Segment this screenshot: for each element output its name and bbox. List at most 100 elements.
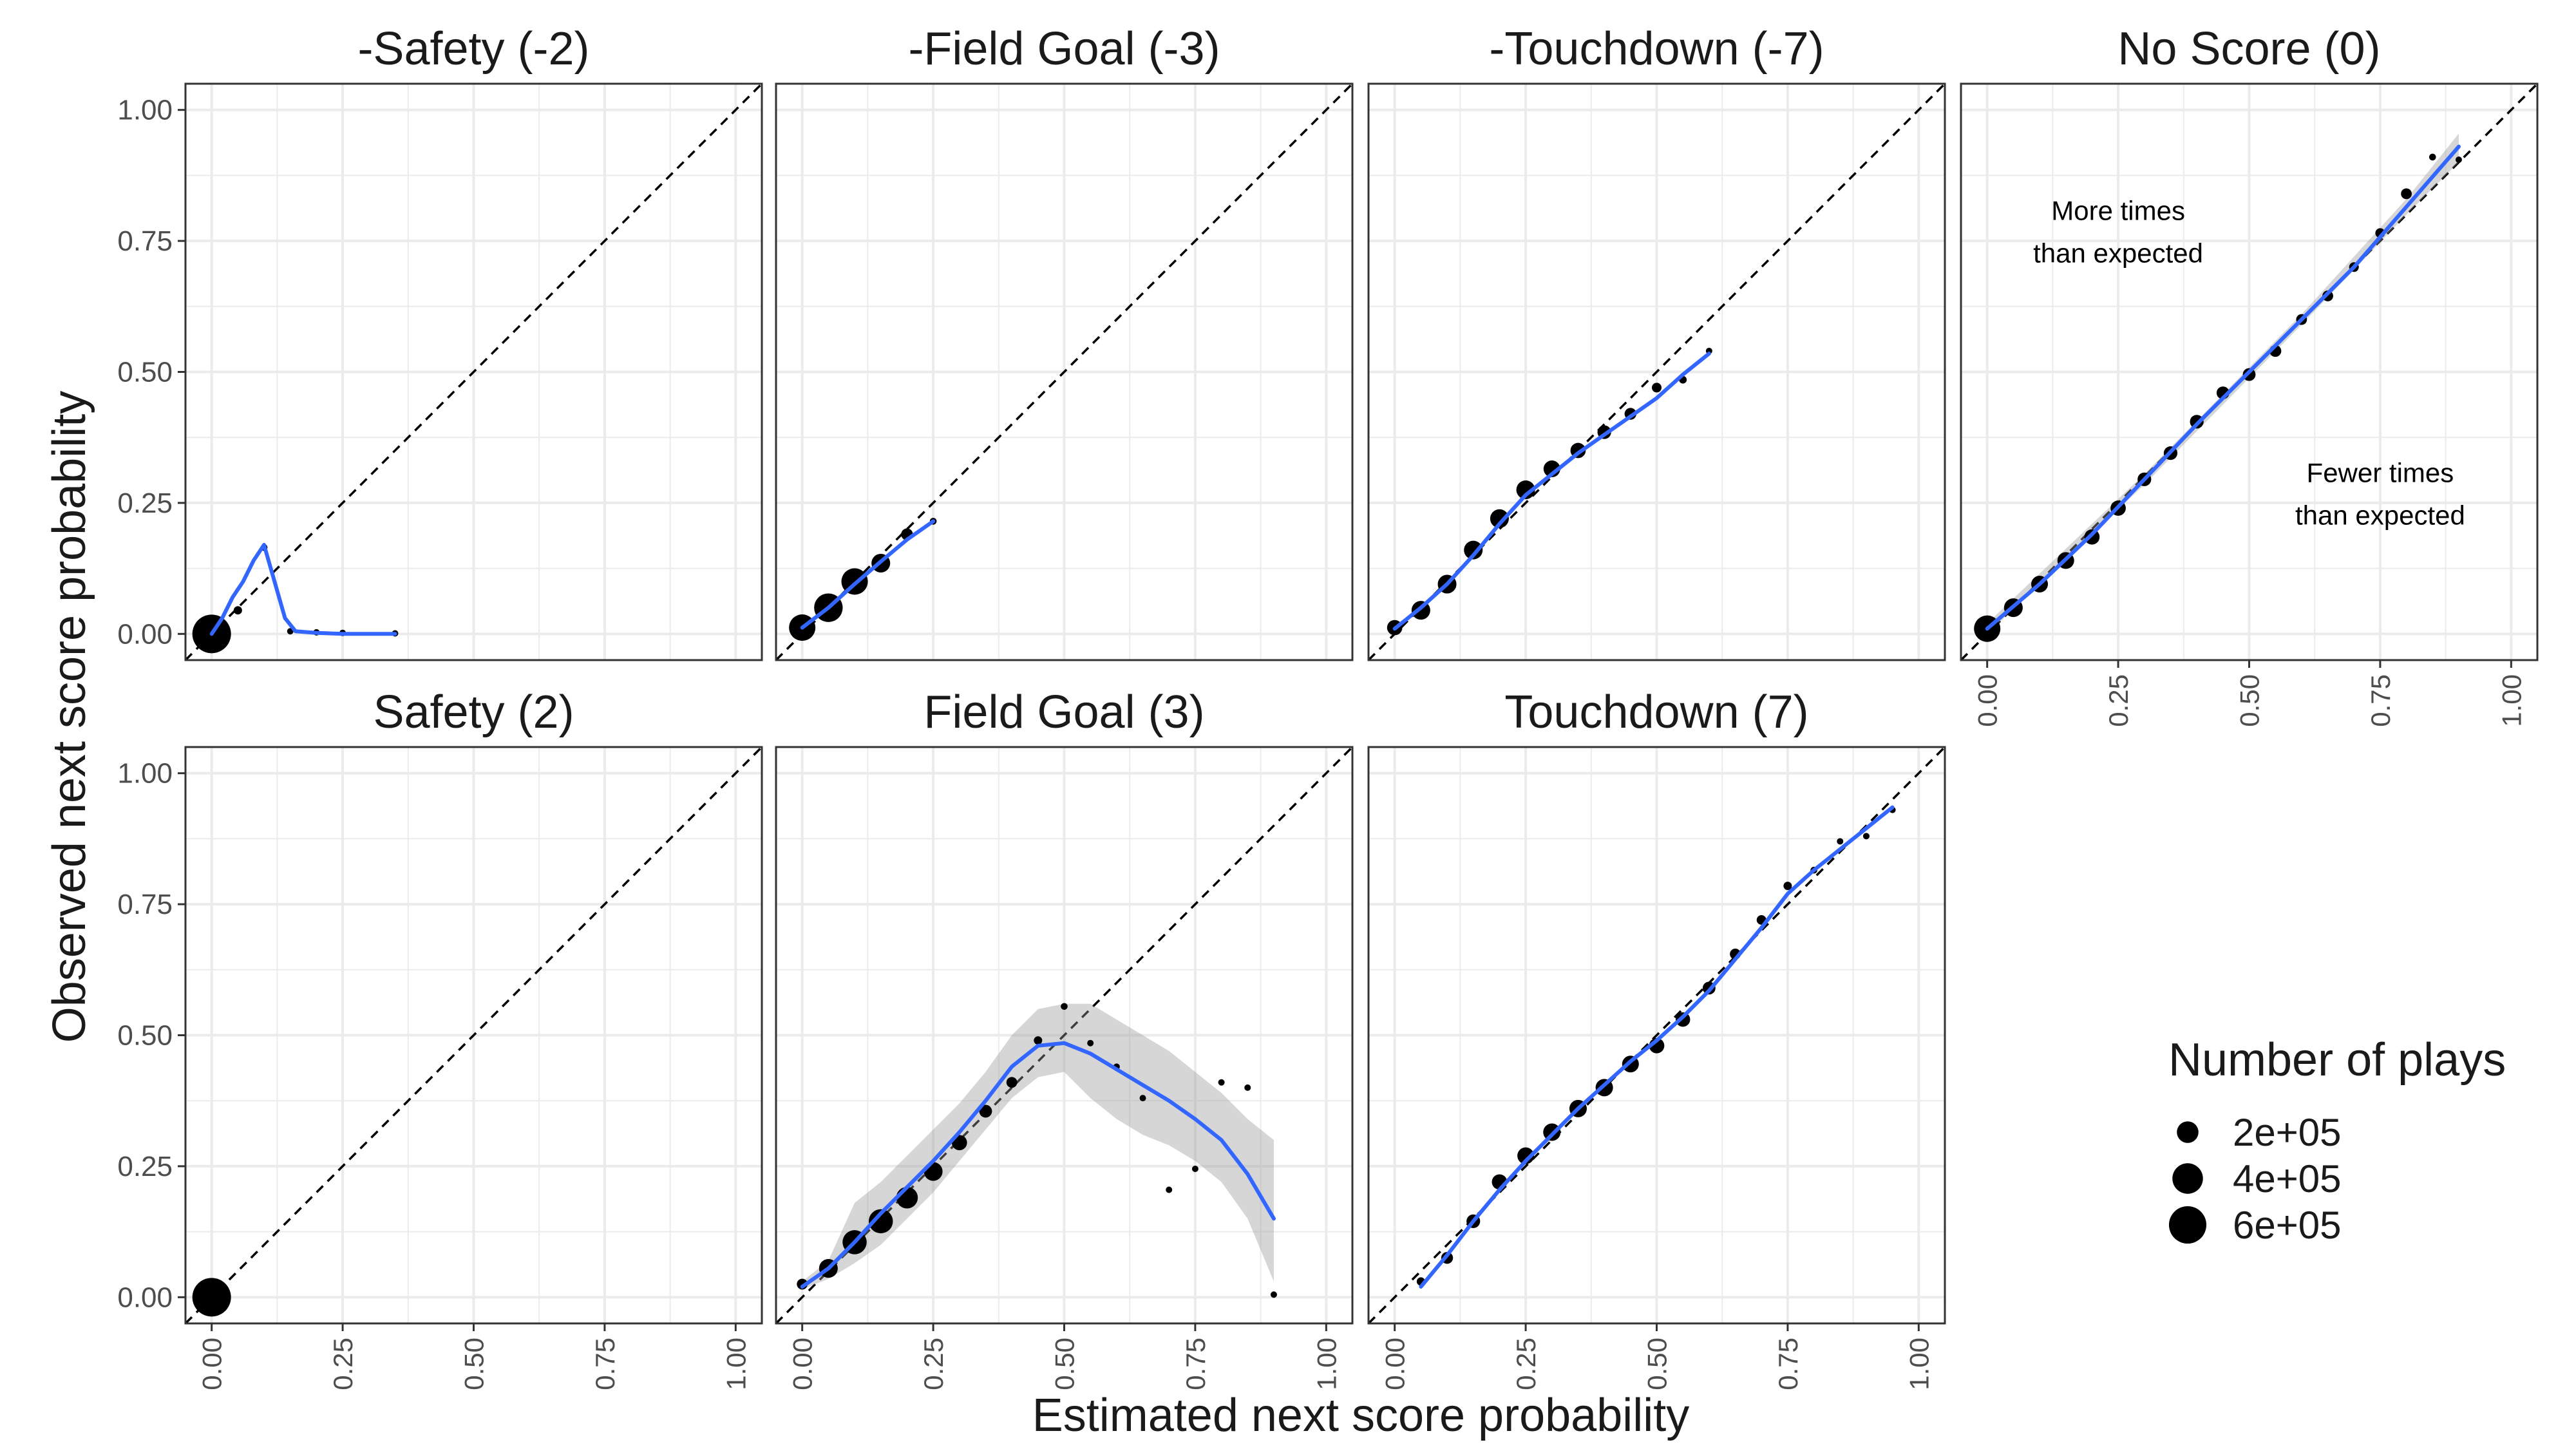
- annotation-line: Fewer times: [2307, 457, 2454, 488]
- y-tick-label: 0.00: [117, 1282, 173, 1313]
- facet-panel: -Touchdown (-7): [1367, 23, 1946, 661]
- data-point: [2429, 153, 2436, 161]
- identity-line: [1368, 747, 1945, 1323]
- annotation-fewer-times: Fewer times than expected: [2295, 457, 2465, 530]
- data-point: [1862, 833, 1870, 840]
- data-point: [1034, 1036, 1043, 1045]
- data-point: [1516, 480, 1535, 500]
- data-point: [1218, 1079, 1225, 1086]
- x-tick-label: 0.25: [1511, 1338, 1541, 1390]
- data-point: [192, 1278, 231, 1317]
- panel-plot-area: [1961, 84, 2537, 660]
- smooth-line: [1419, 805, 1895, 1289]
- y-tick-label: 0.75: [117, 889, 173, 920]
- smooth-line: [800, 519, 936, 630]
- annotation-line: More times: [2051, 196, 2185, 226]
- x-axis-ticks: 0.00 0.25 0.50 0.75 1.00: [788, 1323, 1341, 1390]
- x-tick-label: 0.50: [459, 1338, 489, 1390]
- facet-panel: Field Goal (3) 0.00 0.25 0.50 0.75 1.00: [775, 687, 1354, 1390]
- smooth-line: [1985, 144, 2461, 631]
- data-point: [1061, 1003, 1068, 1010]
- identity-line: [776, 84, 1352, 660]
- data-point: [1783, 882, 1792, 891]
- smooth-line: [209, 543, 397, 636]
- panel-grid: [1368, 84, 1945, 660]
- panel-title: -Field Goal (-3): [908, 23, 1220, 75]
- x-axis-ticks: 0.00 0.25 0.50 0.75 1.00: [197, 1323, 751, 1390]
- data-point: [896, 1186, 918, 1209]
- x-tick-label: 1.00: [1311, 1338, 1341, 1390]
- data-point: [1166, 1186, 1173, 1193]
- x-tick-label: 0.75: [2365, 674, 2396, 727]
- panel-border: [1367, 82, 1946, 661]
- panel-grid: [776, 747, 1352, 1323]
- y-tick-label: 0.50: [117, 1020, 173, 1052]
- panel-plot-area: [185, 747, 762, 1323]
- x-tick-label: 0.25: [2103, 674, 2134, 727]
- data-point: [1490, 509, 1509, 528]
- y-tick-label: 0.25: [117, 1151, 173, 1182]
- x-tick-label: 0.75: [1773, 1338, 1803, 1390]
- panel-title: -Touchdown (-7): [1489, 23, 1824, 75]
- panel-title: No Score (0): [2117, 23, 2380, 75]
- x-tick-label: 0.25: [328, 1338, 358, 1390]
- data-point: [2401, 188, 2412, 200]
- facet-panel: Touchdown (7) 0.00 0.25 0.50 0.75 1.00: [1367, 687, 1946, 1390]
- x-tick-label: 0.25: [918, 1338, 949, 1390]
- panel-grid: [1961, 84, 2537, 660]
- data-point: [1139, 1095, 1146, 1102]
- x-tick-label: 0.00: [788, 1338, 818, 1390]
- facet-panel: -Field Goal (-3): [775, 23, 1354, 661]
- y-tick-label: 0.75: [117, 225, 173, 257]
- data-point: [1837, 838, 1844, 845]
- y-tick-label: 0.50: [117, 357, 173, 388]
- identity-line: [185, 84, 762, 660]
- facet-panel: No Score (0) 0.00 0.25 0.50 0.75 1.00 More tim…: [1960, 23, 2539, 727]
- data-point: [979, 1104, 992, 1118]
- data-point: [1006, 1077, 1018, 1088]
- panel-grid: [1368, 747, 1945, 1323]
- identity-line: [185, 747, 762, 1323]
- panel-plot-area: [776, 747, 1352, 1323]
- data-point: [1191, 1165, 1198, 1172]
- x-axis-ticks: 0.00 0.25 0.50 0.75 1.00: [1380, 1323, 1934, 1390]
- data-points: [192, 1278, 231, 1317]
- legend-title: Number of plays: [2168, 1034, 2506, 1086]
- annotation-more-times: More times than expected: [2033, 196, 2203, 269]
- annotation-line: than expected: [2295, 500, 2465, 530]
- data-point: [1087, 1039, 1094, 1046]
- legend-key-point: [2172, 1163, 2203, 1194]
- panel-plot-area: [776, 84, 1352, 660]
- panel-plot-area: [185, 84, 762, 660]
- x-tick-label: 0.50: [2235, 674, 2265, 727]
- panel-border: [775, 82, 1354, 661]
- panel-title: Touchdown (7): [1504, 687, 1808, 738]
- y-tick-label: 1.00: [117, 95, 173, 126]
- panel-title: Field Goal (3): [923, 687, 1204, 738]
- annotation-line: than expected: [2033, 238, 2203, 269]
- data-point: [1517, 1147, 1535, 1164]
- panel-grid: [185, 84, 762, 660]
- x-tick-label: 1.00: [2496, 674, 2526, 727]
- panel-grid: [185, 747, 762, 1323]
- facet-panel: Safety (2)0.000.250.500.751.000.00 0.25 0.…: [117, 687, 763, 1390]
- x-axis-ticks: 0.00 0.25 0.50 0.75 1.00: [1973, 660, 2526, 727]
- identity-line: [1368, 84, 1945, 660]
- x-tick-label: 0.00: [1380, 1338, 1410, 1390]
- y-axis-ticks: 0.00 0.25 0.50 0.75 1.00: [117, 758, 185, 1313]
- legend-key-label: 2e+05: [2233, 1111, 2342, 1154]
- legend-key-point: [2177, 1121, 2199, 1143]
- data-point: [2455, 156, 2462, 163]
- legend-key-label: 4e+05: [2233, 1157, 2342, 1200]
- x-tick-label: 1.00: [721, 1338, 751, 1390]
- legend-key-label: 6e+05: [2233, 1204, 2342, 1247]
- x-tick-label: 0.00: [1973, 674, 2003, 727]
- data-point: [1652, 383, 1662, 393]
- x-tick-label: 0.00: [197, 1338, 227, 1390]
- data-point: [1244, 1084, 1251, 1091]
- x-tick-label: 0.75: [1180, 1338, 1211, 1390]
- x-axis-label: Estimated next score probability: [1032, 1390, 1689, 1441]
- identity-line: [776, 747, 1352, 1323]
- smooth-line: [800, 1041, 1276, 1289]
